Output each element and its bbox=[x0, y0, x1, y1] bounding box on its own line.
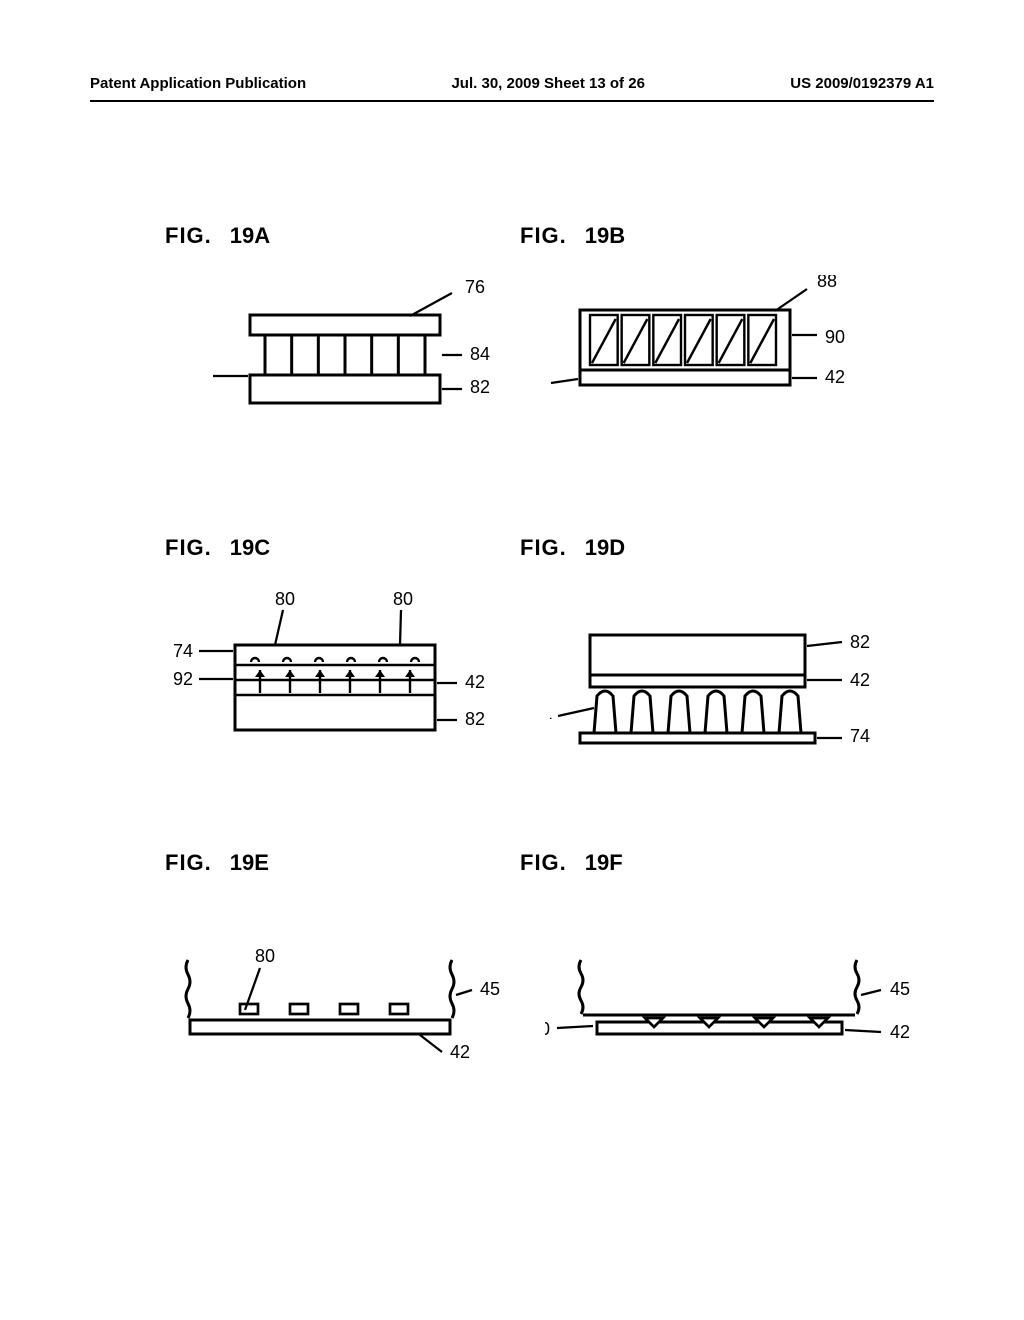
fig-num: 19A bbox=[230, 223, 270, 248]
svg-text:88: 88 bbox=[817, 275, 837, 291]
fig-prefix: FIG. bbox=[520, 223, 567, 248]
fig-prefix: FIG. bbox=[520, 850, 567, 875]
header-right: US 2009/0192379 A1 bbox=[790, 75, 934, 92]
svg-text:92: 92 bbox=[173, 669, 193, 689]
svg-text:42: 42 bbox=[450, 1042, 470, 1062]
page: Patent Application Publication Jul. 30, … bbox=[0, 0, 1024, 1320]
svg-text:82: 82 bbox=[465, 709, 485, 729]
fig-19a-diagram: 76848242 bbox=[210, 275, 530, 445]
fig-19e-title: FIG. 19E bbox=[165, 850, 269, 876]
header-rule bbox=[90, 100, 934, 102]
svg-text:74: 74 bbox=[173, 641, 193, 661]
svg-text:80: 80 bbox=[275, 589, 295, 609]
fig-num: 19E bbox=[230, 850, 269, 875]
fig-prefix: FIG. bbox=[520, 535, 567, 560]
svg-text:84: 84 bbox=[470, 344, 490, 364]
fig-num: 19C bbox=[230, 535, 270, 560]
svg-text:42: 42 bbox=[850, 670, 870, 690]
fig-num: 19F bbox=[585, 850, 623, 875]
header-center: Jul. 30, 2009 Sheet 13 of 26 bbox=[451, 75, 644, 92]
fig-prefix: FIG. bbox=[165, 223, 212, 248]
fig-19e-diagram: 80 45 42 bbox=[160, 940, 530, 1100]
fig-prefix: FIG. bbox=[165, 850, 212, 875]
fig-19f-title: FIG. 19F bbox=[520, 850, 623, 876]
fig-19b-diagram: 88904282 bbox=[545, 275, 885, 445]
fig-19c-diagram: 80 80 74 92 42 82 bbox=[155, 585, 515, 785]
svg-text:90: 90 bbox=[825, 327, 845, 347]
fig-19d-diagram: 82 42 74 94 bbox=[550, 590, 920, 790]
svg-text:45: 45 bbox=[890, 979, 910, 999]
fig-prefix: FIG. bbox=[165, 535, 212, 560]
fig-19c-title: FIG. 19C bbox=[165, 535, 270, 561]
fig-19d-title: FIG. 19D bbox=[520, 535, 625, 561]
fig-19a-title: FIG. 19A bbox=[165, 223, 270, 249]
svg-text:42: 42 bbox=[465, 672, 485, 692]
svg-text:80: 80 bbox=[393, 589, 413, 609]
header-left: Patent Application Publication bbox=[90, 75, 306, 92]
fig-19b-title: FIG. 19B bbox=[520, 223, 625, 249]
fig-num: 19B bbox=[585, 223, 625, 248]
svg-text:74: 74 bbox=[850, 726, 870, 746]
svg-text:82: 82 bbox=[850, 632, 870, 652]
page-header: Patent Application Publication Jul. 30, … bbox=[90, 75, 934, 92]
svg-text:94: 94 bbox=[550, 706, 552, 726]
svg-text:42: 42 bbox=[890, 1022, 910, 1042]
svg-text:76: 76 bbox=[465, 277, 485, 297]
svg-text:45: 45 bbox=[480, 979, 500, 999]
svg-text:80: 80 bbox=[255, 946, 275, 966]
svg-text:42: 42 bbox=[825, 367, 845, 387]
svg-text:80: 80 bbox=[545, 1019, 550, 1039]
fig-19f-diagram: 45 42 80 bbox=[545, 940, 945, 1100]
fig-num: 19D bbox=[585, 535, 625, 560]
svg-text:82: 82 bbox=[470, 377, 490, 397]
